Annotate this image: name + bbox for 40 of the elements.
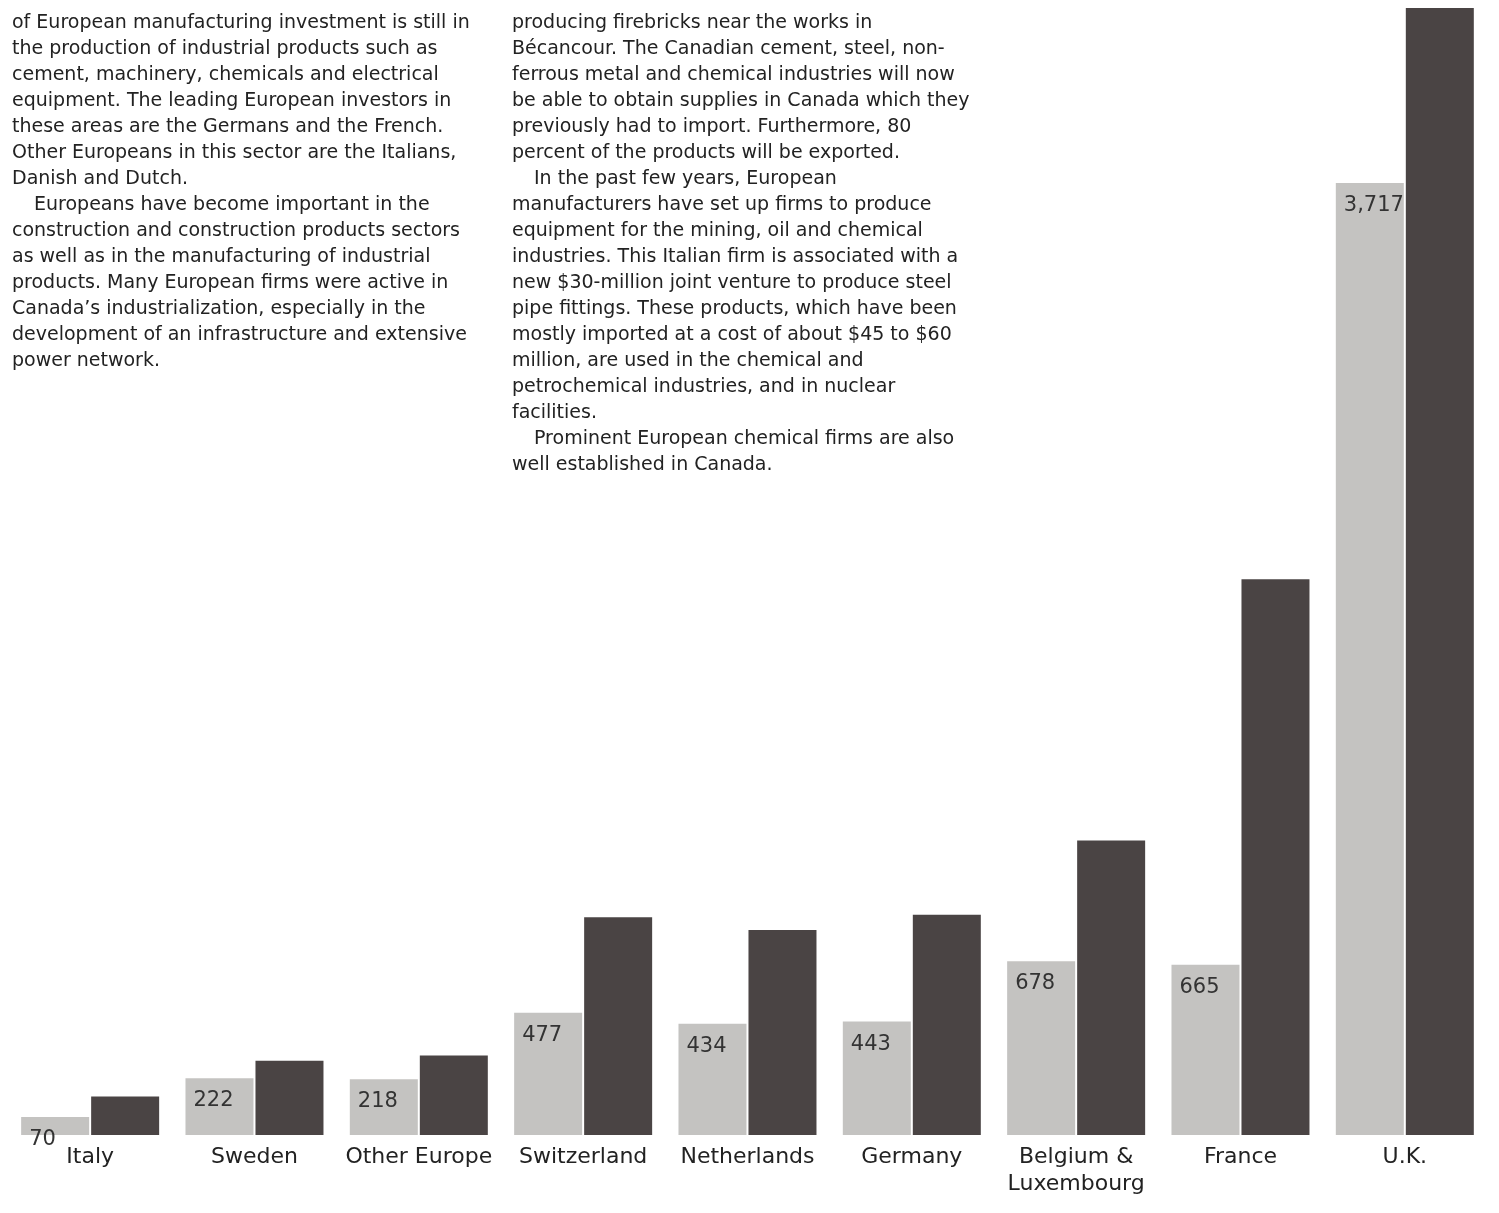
data-label: 443 xyxy=(850,1030,891,1055)
x-tick-label: Netherlands xyxy=(680,1143,815,1168)
bar xyxy=(678,1023,747,1135)
data-label: 665 xyxy=(1179,973,1220,998)
bar xyxy=(349,1079,418,1135)
bar xyxy=(91,1096,160,1135)
bar xyxy=(1007,961,1076,1135)
x-tick-label: Belgium & Luxembourg xyxy=(1007,1143,1145,1195)
x-tick-label: Sweden xyxy=(211,1143,298,1168)
data-label: 218 xyxy=(357,1088,398,1113)
annotation: producing firebricks near the works in Bécancour. The Canadian cement, steel, non-ferrous metal and chemical industries will now be able to obtain supplies in Canada which they previously had to import. Furthermore, 80 percent of the products will be exported. xyxy=(512,9,971,164)
x-tick-label: France xyxy=(1203,1143,1278,1168)
text: In the past few years, European manufacturers have set up firms to produce equipment for the mining, oil and chemical industries. This Italian firm is associated with a new $30-million joint venture to produce steel pipe fittings. These products, which have been mostly imported at a cost of about $45 to $60 million, are used in the chemical and petrochemical industries, and in nuclear facilities. xyxy=(512,166,959,422)
bar xyxy=(255,1060,324,1135)
bar xyxy=(748,930,817,1135)
bar xyxy=(185,1078,254,1135)
bar xyxy=(1077,840,1146,1135)
bar xyxy=(584,917,653,1135)
bar xyxy=(1405,8,1474,1135)
data-label: 434 xyxy=(686,1032,727,1057)
x-tick-label: Switzerland xyxy=(519,1143,648,1168)
data-label: 678 xyxy=(1015,970,1056,995)
data-label: 70 xyxy=(29,1126,56,1151)
annotation: Europeans have become important in the construction and construction products sectors as well as in the manufacturing of industrial products. Many European firms were active in Canada’s industrialization, especially in the development of an infrastructure and extensive power network. xyxy=(12,191,468,372)
x-tick-label: Other Europe xyxy=(345,1143,493,1168)
bar xyxy=(419,1055,488,1135)
x-tick-label: Germany xyxy=(861,1143,963,1168)
bar xyxy=(842,1021,911,1135)
annotation: Prominent European chemical firms are also well established in Canada. xyxy=(512,425,956,476)
bar xyxy=(1335,182,1404,1135)
x-tick-label: U.K. xyxy=(1382,1143,1428,1168)
x-tick-label: Italy xyxy=(66,1143,115,1168)
bar xyxy=(514,1012,583,1135)
bar xyxy=(1241,579,1310,1135)
data-label: 477 xyxy=(522,1021,563,1046)
data-label: 3,717 xyxy=(1343,191,1404,216)
bar xyxy=(1171,964,1240,1135)
data-label: 222 xyxy=(193,1087,234,1112)
annotation: of European manufacturing investment is still in the production of industrial products such as cement, machinery, chemicals and electrical equipment. The leading European investors in these areas are the Germans and the French. Other Europeans in this sector are the Italians, Danish and Dutch. xyxy=(12,9,471,190)
bar xyxy=(912,914,981,1135)
